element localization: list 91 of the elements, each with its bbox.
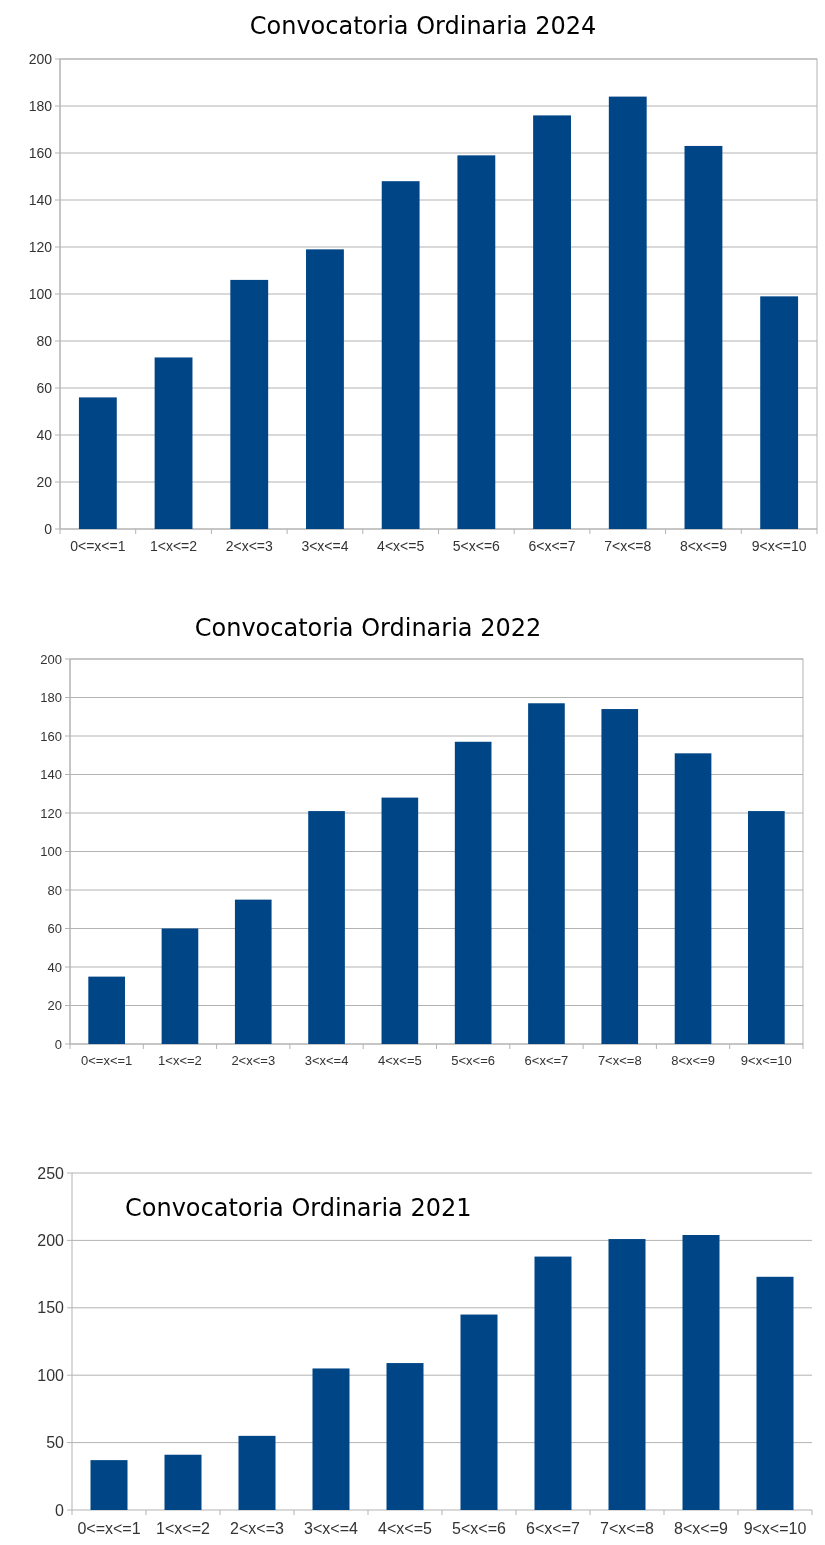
bar <box>154 357 193 529</box>
bar <box>238 1435 276 1510</box>
x-tick-label: 9<x<=10 <box>740 1053 792 1068</box>
bar <box>312 1368 350 1510</box>
y-tick-label: 80 <box>36 332 53 349</box>
y-tick-label: 20 <box>47 998 62 1014</box>
y-tick-label: 180 <box>40 690 62 706</box>
bar <box>164 1454 202 1510</box>
bar <box>608 1239 646 1510</box>
y-tick-label: 100 <box>28 285 53 302</box>
bar <box>528 703 565 1044</box>
x-tick-label: 8<x<=9 <box>671 1053 715 1068</box>
y-tick-label: 140 <box>28 191 53 208</box>
bar <box>601 709 639 1044</box>
bar <box>161 928 199 1044</box>
bar <box>534 1256 572 1510</box>
bar <box>78 397 117 529</box>
x-tick-label: 6<x<=7 <box>524 1053 569 1068</box>
y-tick-label: 160 <box>28 144 53 161</box>
y-tick-label: 0 <box>44 520 53 537</box>
y-tick-label: 160 <box>40 728 62 744</box>
y-tick-label: 60 <box>36 379 53 396</box>
bar <box>457 155 496 529</box>
x-tick-label: 7<x<=8 <box>597 1053 642 1068</box>
bar <box>748 811 785 1044</box>
x-tick-label: 2<x<=3 <box>225 538 274 554</box>
x-tick-label: 9<x<=10 <box>751 538 807 554</box>
x-tick-label: 0<=x<=1 <box>70 538 126 554</box>
bar <box>88 976 125 1044</box>
y-tick-label: 200 <box>40 651 62 667</box>
x-tick-label: 1<x<=2 <box>158 1053 202 1068</box>
chart-title: Convocatoria Ordinaria 2024 <box>249 12 597 40</box>
y-tick-label: 20 <box>36 473 53 490</box>
x-tick-label: 0<=x<=1 <box>80 1053 133 1068</box>
bar <box>90 1460 128 1510</box>
text: Convocatoria Ordinaria 2021 <box>125 1194 472 1222</box>
y-tick-label: 200 <box>37 1232 65 1249</box>
x-tick-label: 3<x<=4 <box>304 1520 359 1537</box>
bar <box>308 811 345 1044</box>
bar <box>608 96 647 529</box>
x-tick-label: 8<x<=9 <box>679 538 728 554</box>
bar <box>454 741 492 1044</box>
x-tick-label: 3<x<=4 <box>301 538 349 554</box>
x-tick-label: 5<x<=6 <box>451 1053 496 1068</box>
x-tick-label: 2<x<=3 <box>231 1053 276 1068</box>
y-tick-label: 80 <box>47 882 62 898</box>
y-tick-label: 250 <box>37 1164 65 1182</box>
y-tick-label: 150 <box>37 1299 65 1317</box>
x-tick-label: 3<x<=4 <box>304 1053 349 1068</box>
bar <box>230 279 269 529</box>
x-tick-label: 4<x<=5 <box>377 538 425 554</box>
bar <box>381 181 420 529</box>
x-tick-label: 7<x<=8 <box>604 538 652 554</box>
bar <box>756 1276 794 1510</box>
x-tick-label: 1<x<=2 <box>156 1520 211 1537</box>
x-tick-label: 0<=x<=1 <box>77 1520 141 1537</box>
bar <box>381 797 419 1044</box>
bar <box>306 249 344 529</box>
bar <box>460 1314 498 1510</box>
y-tick-label: 120 <box>40 805 62 821</box>
x-tick-label: 4<x<=5 <box>378 1520 433 1537</box>
x-tick-label: 1<x<=2 <box>150 538 198 554</box>
x-tick-label: 8<x<=9 <box>674 1520 729 1537</box>
x-tick-label: 5<x<=6 <box>452 538 501 554</box>
x-tick-label: 4<x<=5 <box>377 1053 422 1068</box>
x-tick-label: 6<x<=7 <box>526 1520 581 1537</box>
bar <box>674 753 712 1044</box>
y-tick-label: 180 <box>28 97 53 114</box>
bar <box>533 115 571 529</box>
y-tick-label: 100 <box>40 844 62 860</box>
bar <box>386 1363 424 1510</box>
y-tick-label: 140 <box>40 767 62 783</box>
bar <box>684 145 723 529</box>
x-tick-label: 7<x<=8 <box>600 1520 655 1537</box>
bar <box>760 296 799 529</box>
chart-title: Convocatoria Ordinaria 2022 <box>194 614 542 642</box>
x-tick-label: 5<x<=6 <box>452 1520 507 1537</box>
y-tick-label: 40 <box>36 426 53 443</box>
y-tick-label: 50 <box>46 1434 65 1452</box>
y-tick-label: 200 <box>28 50 53 67</box>
y-tick-label: 60 <box>47 921 62 937</box>
y-tick-label: 0 <box>55 1501 65 1519</box>
y-tick-label: 0 <box>54 1036 62 1052</box>
x-tick-label: 6<x<=7 <box>528 538 576 554</box>
y-tick-label: 40 <box>47 959 62 975</box>
bar <box>234 899 272 1044</box>
y-tick-label: 100 <box>37 1366 65 1384</box>
bar <box>682 1235 720 1510</box>
y-tick-label: 120 <box>28 238 53 255</box>
x-tick-label: 2<x<=3 <box>230 1520 285 1537</box>
x-tick-label: 9<x<=10 <box>743 1520 807 1537</box>
